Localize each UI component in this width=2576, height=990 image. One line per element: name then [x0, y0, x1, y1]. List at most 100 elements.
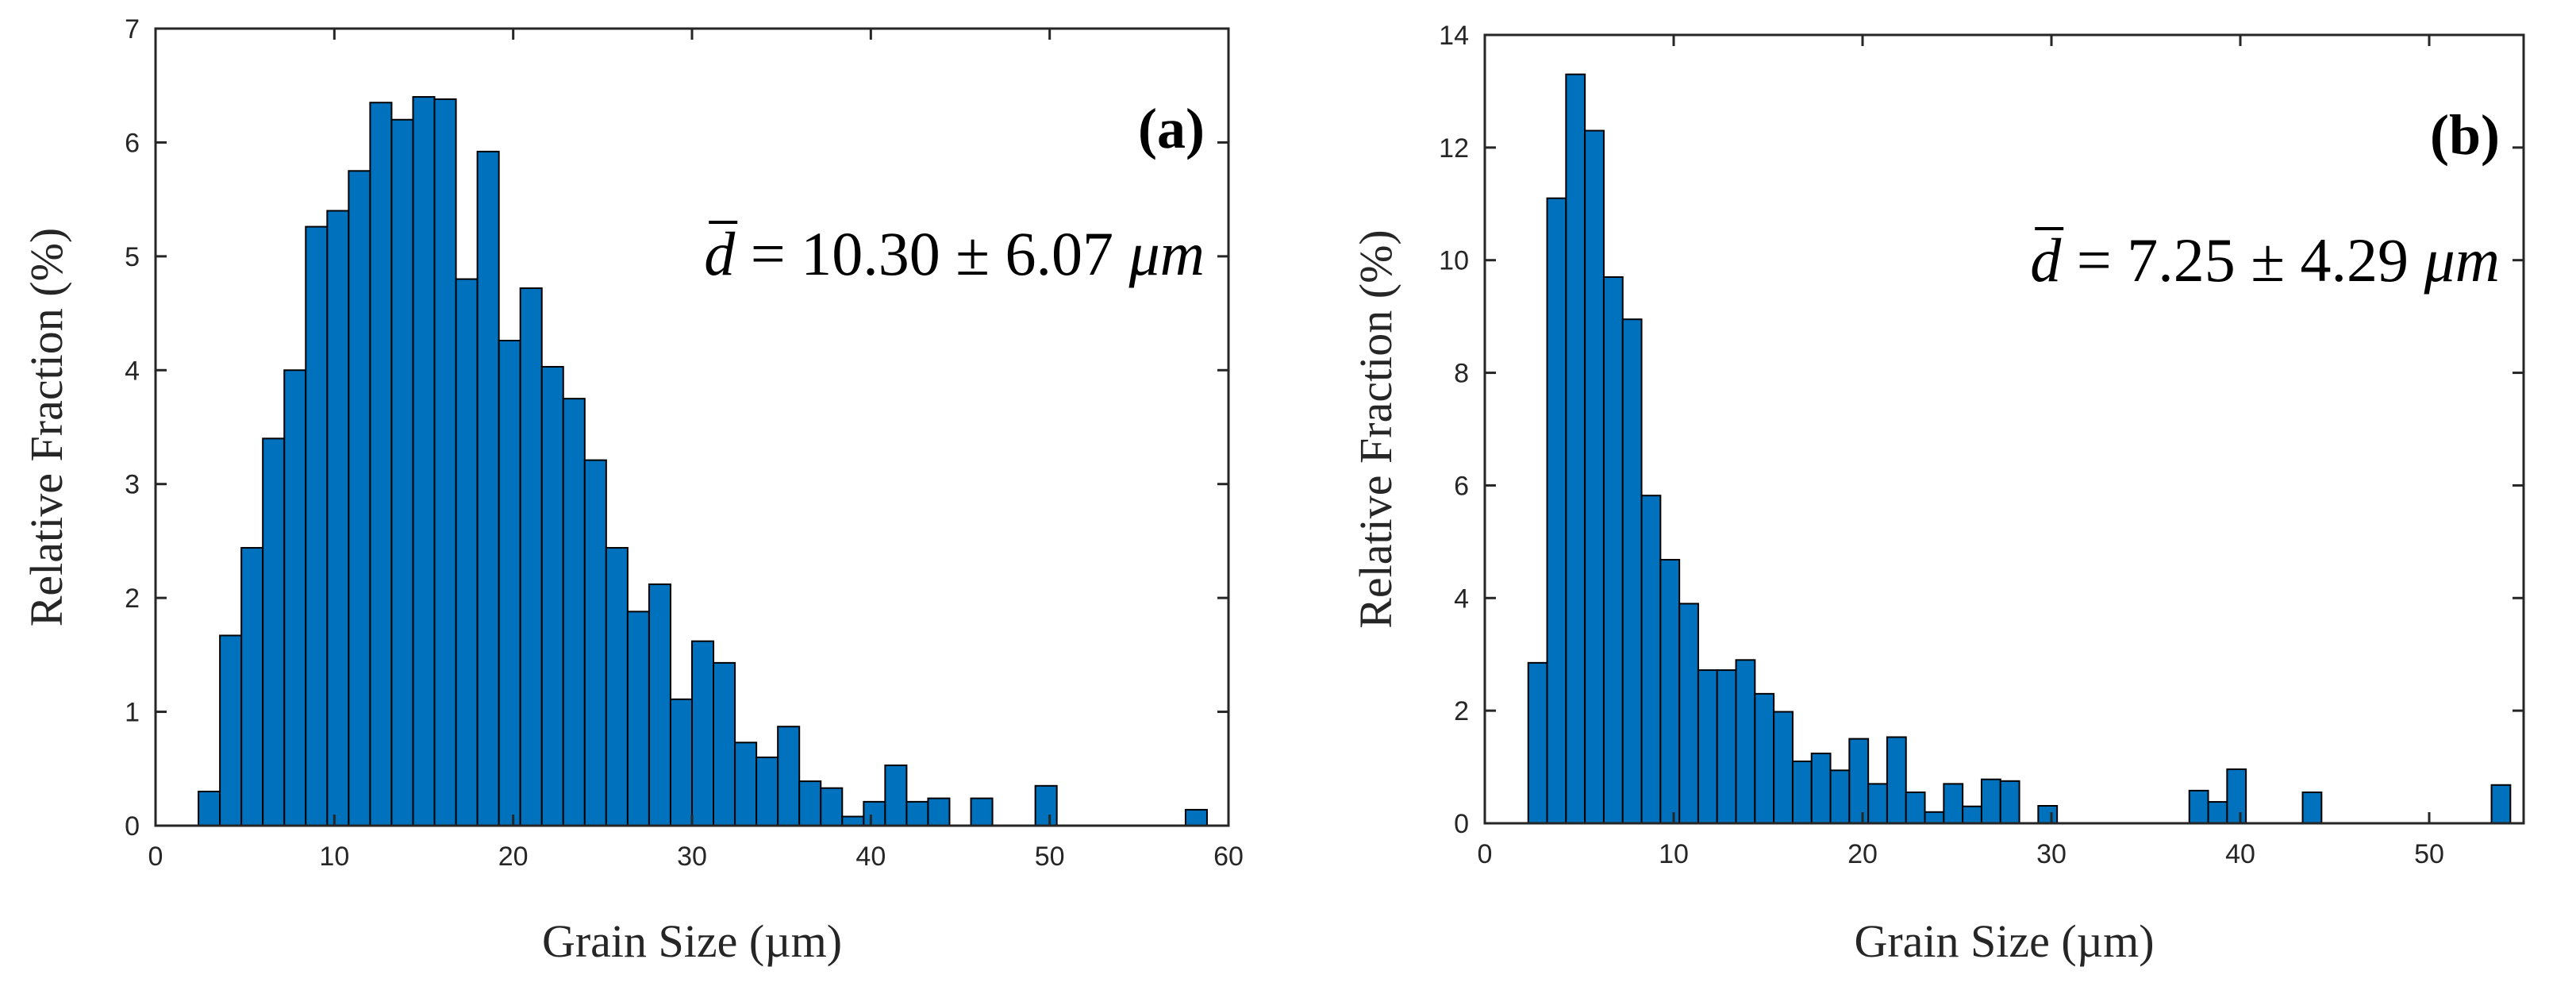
histogram-bar: [1697, 669, 1718, 824]
histogram-bar: [884, 764, 908, 826]
histogram-bar: [1962, 805, 1982, 825]
histogram-bar: [970, 797, 994, 827]
histogram-bar: [240, 547, 264, 827]
x-tick-label: 0: [1478, 839, 1493, 869]
histogram-bar: [455, 278, 479, 826]
x-tick-label: 0: [148, 842, 163, 872]
histogram-bar: [1905, 791, 1926, 824]
histogram-bar: [1810, 753, 1832, 825]
histogram-bar: [262, 437, 286, 826]
panel-label-a: (a): [1138, 97, 1205, 160]
histogram-bar: [283, 369, 307, 826]
y-tick-label: 0: [1454, 809, 1469, 839]
x-tick-label: 10: [319, 842, 349, 872]
histogram-bar: [626, 611, 650, 827]
histogram-bar: [905, 800, 929, 827]
histogram-bar: [519, 287, 543, 826]
histogram-bar: [2188, 789, 2209, 825]
histogram-bar: [1867, 783, 1888, 824]
histogram-bar: [820, 787, 844, 827]
histogram-bar: [1546, 197, 1567, 824]
histogram-bar: [1602, 275, 1624, 824]
histogram-bar: [1791, 760, 1813, 825]
histogram-bar: [1980, 778, 2001, 825]
histogram-bar: [1754, 692, 1775, 824]
histogram-bar: [1716, 669, 1737, 824]
histogram-bar: [798, 780, 822, 827]
x-tick-label: 10: [1659, 839, 1689, 869]
histogram-bar: [1527, 661, 1548, 824]
x-tick-label: 50: [1035, 842, 1065, 872]
histogram-bar: [1735, 659, 1756, 824]
mean-unit-b: μm: [2424, 225, 2500, 295]
histogram-bar: [1829, 769, 1851, 825]
histogram-bar: [498, 339, 521, 827]
histogram-bar: [1773, 711, 1794, 824]
histogram-bar: [863, 800, 886, 827]
y-ticks-b: 0 2 4 6 8 10 12 14: [1439, 21, 2524, 839]
histogram-bar: [2226, 768, 2247, 824]
histogram-bar: [390, 118, 414, 826]
x-tick-label: 40: [855, 842, 886, 872]
mean-annotation-a: d = 10.30 ± 6.07 μm: [704, 219, 1205, 288]
x-tick-label: 30: [2036, 839, 2067, 869]
x-ticks-a: 0 10 20 30 40 50 60: [148, 29, 1244, 872]
histogram-bar: [1565, 73, 1586, 824]
histogram-bar: [305, 225, 329, 826]
x-axis-label-b: Grain Size (µm): [1854, 915, 2154, 967]
y-tick-label: 4: [125, 356, 140, 386]
histogram-bar: [1659, 559, 1681, 824]
x-ticks-b: 0 10 20 30 40 50: [1478, 35, 2444, 869]
histogram-bar: [1621, 318, 1643, 825]
histogram-bar: [1678, 603, 1699, 825]
x-axis-label-a: Grain Size (µm): [542, 915, 842, 967]
histogram-bar: [841, 815, 865, 827]
histogram-bar: [1034, 784, 1058, 826]
histogram-bar: [433, 98, 457, 826]
mean-symbol-a: d: [704, 219, 736, 288]
y-tick-label: 2: [1454, 696, 1469, 726]
histogram-bar: [198, 790, 221, 827]
histogram-bar: [2037, 805, 2059, 825]
x-tick-label: 30: [677, 842, 707, 872]
panel-label-b: (b): [2430, 103, 2500, 167]
mean-value-a: = 10.30 ± 6.07: [751, 219, 1129, 288]
x-tick-label: 60: [1213, 842, 1244, 872]
x-tick-label: 20: [1847, 839, 1878, 869]
axes-frame-b: [1483, 33, 2525, 825]
y-tick-label: 3: [125, 470, 140, 500]
mean-value-b: = 7.25 ± 4.29: [2077, 225, 2424, 295]
mean-unit-a: μm: [1128, 219, 1205, 288]
histogram-bar: [777, 726, 801, 827]
y-tick-label: 10: [1439, 246, 1469, 276]
histogram-bar: [1886, 736, 1907, 825]
y-tick-label: 8: [1454, 359, 1469, 389]
y-tick-label: 12: [1439, 133, 1469, 164]
y-ticks-a: 0 1 2 3 4 5 6 7: [125, 14, 1228, 842]
mean-symbol-b: d: [2030, 225, 2062, 295]
y-tick-label: 6: [1454, 471, 1469, 501]
y-tick-label: 0: [125, 811, 140, 842]
histogram-bar: [2301, 791, 2323, 824]
x-tick-label: 50: [2414, 839, 2444, 869]
histogram-bar: [476, 150, 500, 827]
histogram-bar: [540, 365, 564, 826]
histogram-bar: [2490, 784, 2512, 824]
histogram-bar: [1848, 738, 1870, 824]
histogram-bar: [755, 756, 779, 827]
histogram-bar: [219, 634, 243, 827]
histogram-bar: [562, 398, 586, 826]
y-tick-label: 4: [1454, 584, 1469, 614]
histogram-panel-a: 0 10 20 30 40 50 60 0 1 2 3 4 5 6 7 Grain Size (µm) R…: [21, 14, 1244, 967]
bars-b: [1527, 73, 2512, 825]
y-tick-label: 5: [125, 242, 140, 272]
histogram-bar: [1999, 780, 2020, 825]
histogram-bar: [1584, 129, 1605, 825]
histogram-bar: [369, 102, 393, 826]
histogram-bar: [669, 698, 694, 827]
mean-annotation-b: d = 7.25 ± 4.29 μm: [2030, 225, 2500, 295]
histogram-bar: [1184, 808, 1208, 826]
histogram-bar: [927, 797, 951, 827]
